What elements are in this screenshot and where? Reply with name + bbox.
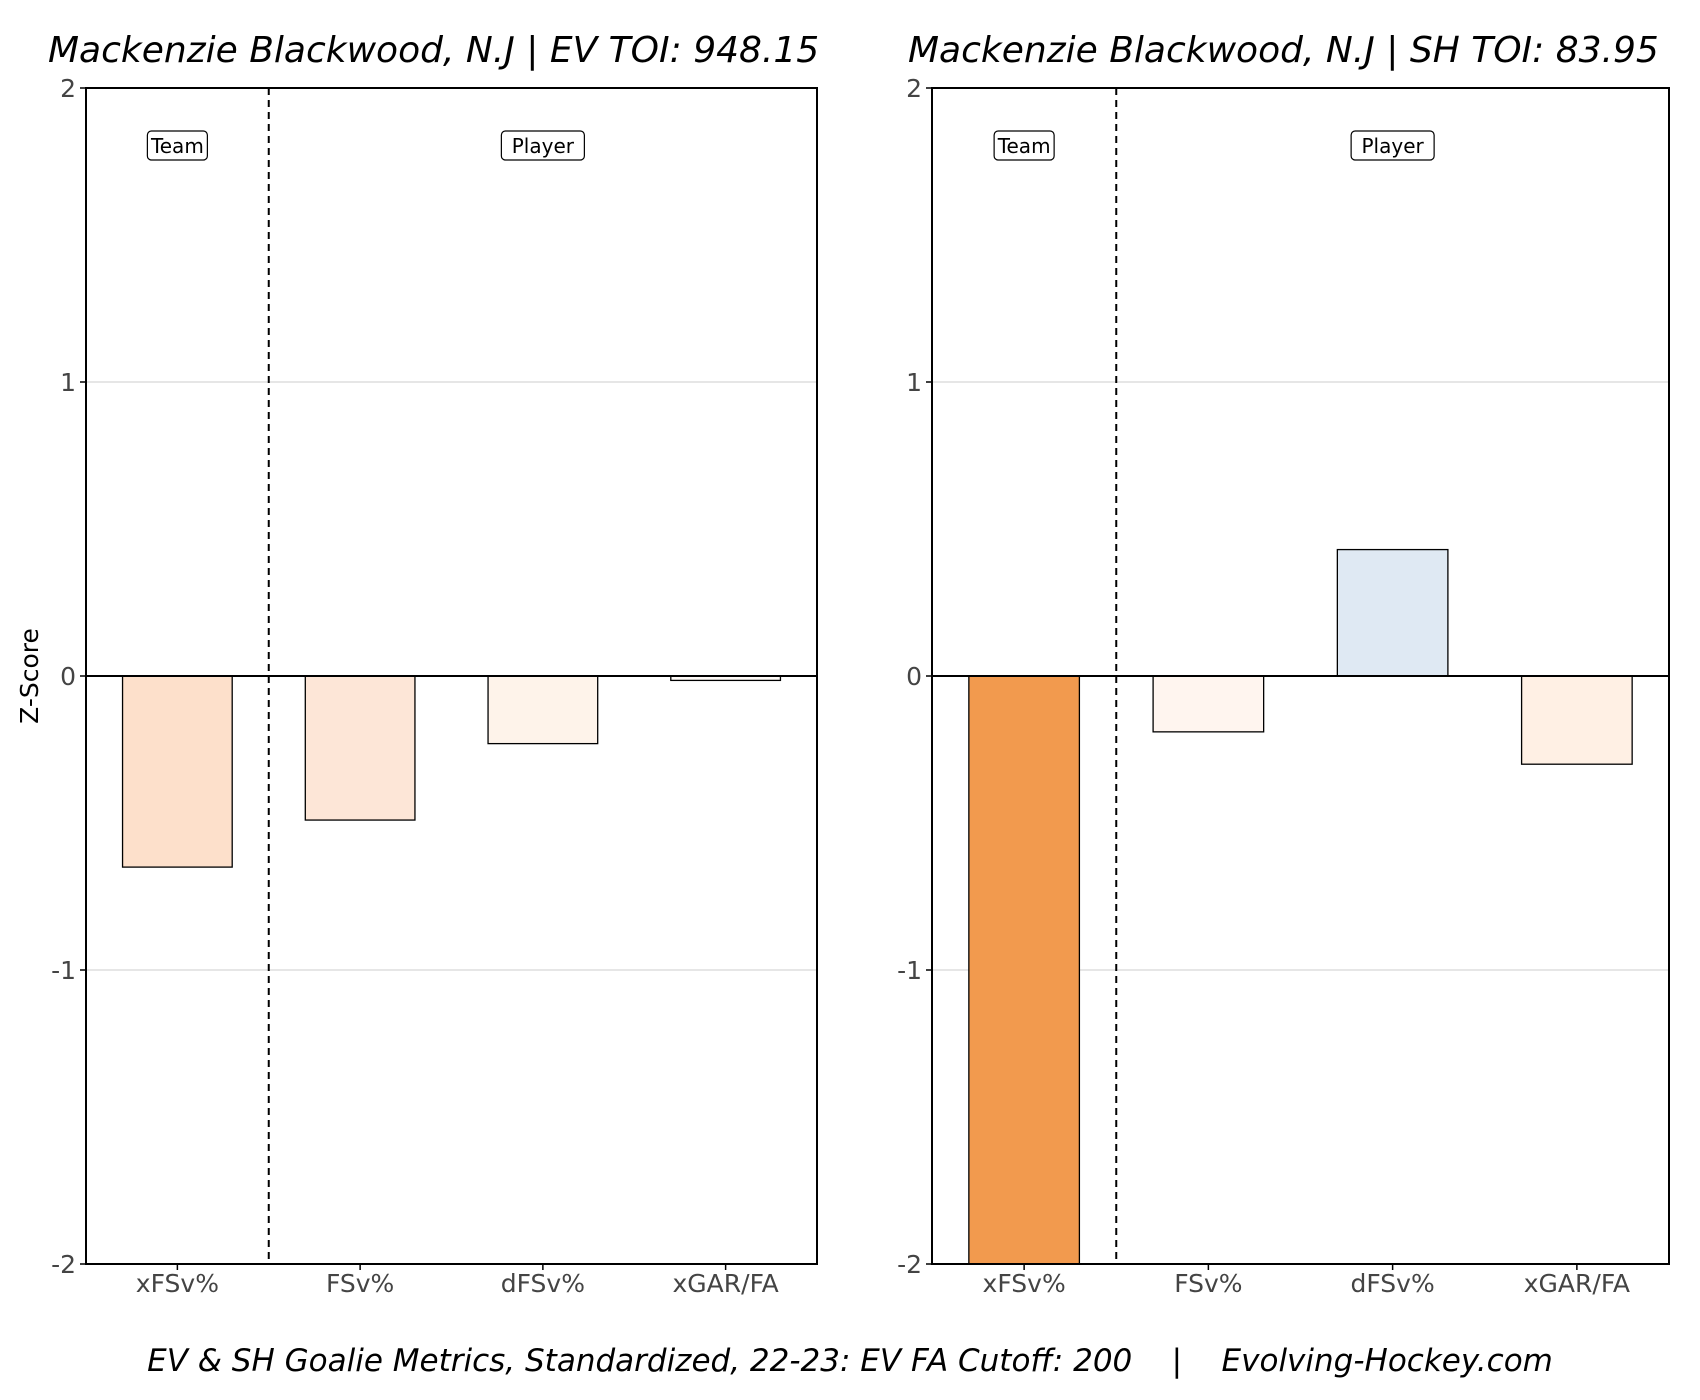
sh-bar-xfsv-: [968, 675, 1081, 1265]
sh-group-label-team: Team: [997, 134, 1051, 158]
ev-bar-fsv-: [304, 675, 416, 821]
ev-xtick-label: dFSv%: [501, 1269, 585, 1298]
sh-ytick-label: 0: [906, 662, 922, 691]
ev-xtick-label: xFSv%: [136, 1269, 219, 1298]
ev-chart-title: Mackenzie Blackwood, N.J | EV TOI: 948.1…: [48, 30, 820, 71]
ev-group-label-player: Player: [512, 134, 575, 158]
ev-xtick-label: xGAR/FA: [673, 1269, 779, 1298]
ev-ytick-label: -2: [51, 1250, 76, 1279]
ev-ytick-label: 2: [60, 74, 76, 103]
sh-ytick-label: 1: [906, 368, 922, 397]
sh-bar-xgar-fa: [1520, 675, 1633, 765]
sh-chart-title: Mackenzie Blackwood, N.J | SH TOI: 83.95: [908, 30, 1659, 71]
ev-group-label-team: Team: [150, 134, 204, 158]
sh-xtick-label: dFSv%: [1351, 1269, 1435, 1298]
sh-xtick-label: FSv%: [1174, 1269, 1242, 1298]
sh-ytick-label: -2: [897, 1250, 922, 1279]
ev-group-label-box: [500, 130, 585, 161]
ev-xtick-label: FSv%: [326, 1269, 394, 1298]
sh-group-label-player: Player: [1362, 134, 1425, 158]
sh-bar-dfsv-: [1336, 548, 1449, 677]
ev-ytick-label: 0: [60, 662, 76, 691]
ev-bar-dfsv-: [487, 675, 599, 745]
ev-ytick-label: 1: [60, 368, 76, 397]
ev-bar-xfsv-: [121, 675, 233, 868]
sh-group-label-box: [1350, 130, 1435, 161]
sh-ytick-label: -1: [897, 956, 922, 985]
sh-xtick-label: xFSv%: [983, 1269, 1066, 1298]
sh-title-container: Mackenzie Blackwood, N.J | SH TOI: 83.95: [908, 26, 1700, 76]
sh-ytick-label: 2: [906, 74, 922, 103]
footer-caption: EV & SH Goalie Metrics, Standardized, 22…: [147, 1343, 1553, 1379]
ev-title-container: Mackenzie Blackwood, N.J | EV TOI: 948.1…: [48, 26, 856, 76]
ev-group-label-box: [146, 130, 208, 161]
ev-ytick-label: -1: [51, 956, 76, 985]
ev-y-axis-label: Z-Score: [15, 628, 44, 724]
sh-xtick-label: xGAR/FA: [1524, 1269, 1630, 1298]
sh-bar-fsv-: [1152, 675, 1265, 733]
sh-group-label-box: [993, 130, 1055, 161]
